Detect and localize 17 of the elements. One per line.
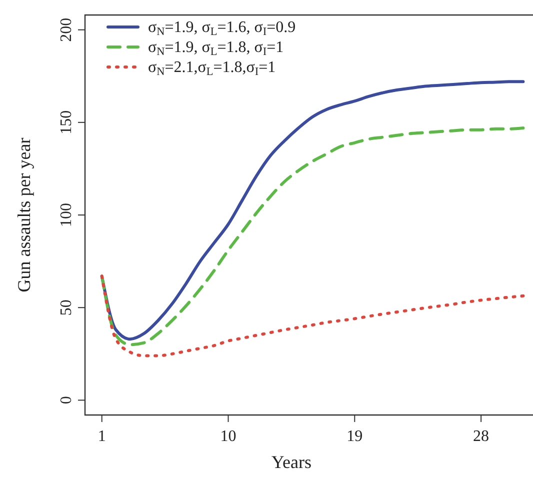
line-series (100, 126, 525, 346)
legend-label: σ$_{N}$=1.9, σ$_{L}$=1.6, σ$_{I}$=0.9 (148, 19, 296, 38)
x-tick-label: 28 (473, 428, 490, 445)
x-tick-label: 10 (220, 428, 236, 445)
legend-label: σ$_{N}$=2.1,σ$_{L}$=1.8,σ$_{I}$=1 (148, 59, 276, 78)
y-tick-label: 0 (58, 396, 75, 404)
line-series (100, 274, 525, 358)
line-series (100, 80, 525, 341)
y-axis-title: Gun assaults per year (14, 138, 34, 292)
y-tick-label: 50 (58, 300, 75, 316)
y-tick-label: 100 (58, 203, 75, 227)
x-axis-title: Years (271, 452, 312, 472)
y-tick-label: 150 (58, 110, 75, 134)
x-tick-label: 19 (346, 428, 363, 445)
y-tick-label: 200 (58, 18, 75, 42)
legend-label: σ$_{N}$=1.9, σ$_{L}$=1.8, σ$_{I}$=1 (148, 39, 284, 58)
x-tick-label: 1 (98, 428, 106, 445)
